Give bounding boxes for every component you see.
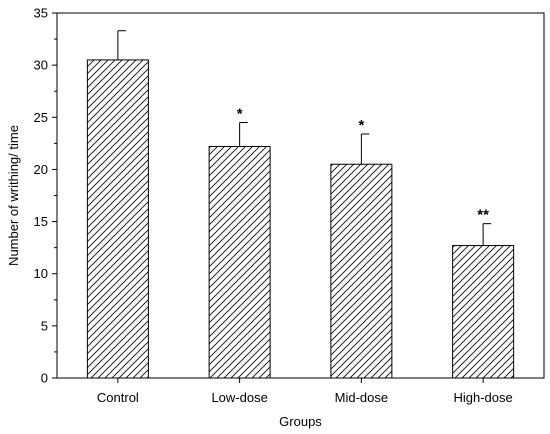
error-bars-layer: [117, 30, 492, 246]
x-tick-label: Mid-dose: [335, 390, 388, 405]
significance-markers: ****: [237, 106, 489, 224]
significance-high-dose: **: [477, 207, 489, 224]
x-axis-ticks: Control Low-dose Mid-dose High-dose: [97, 378, 513, 405]
x-tick-label: High-dose: [453, 390, 512, 405]
y-axis-title: Number of writhing/ time: [6, 125, 21, 266]
x-tick-label: Low-dose: [211, 390, 267, 405]
y-tick-label: 20: [34, 162, 48, 177]
significance-mid-dose: *: [358, 117, 364, 134]
y-tick-label: 0: [41, 371, 48, 386]
x-axis-title: Groups: [279, 414, 322, 429]
bar-mid-dose: [330, 163, 393, 379]
y-tick-label: 5: [41, 318, 48, 333]
y-axis-ticks: 0 5 10 15 20 25 30 35: [34, 6, 57, 386]
y-tick-label: 25: [34, 110, 48, 125]
y-tick-label: 10: [34, 266, 48, 281]
significance-low-dose: *: [237, 106, 243, 123]
bar-low-dose: [208, 145, 271, 379]
y-tick-label: 30: [34, 58, 48, 73]
bar-control: [86, 59, 149, 379]
x-tick-label: Control: [97, 390, 139, 405]
bar-high-dose: [452, 245, 515, 379]
y-tick-label: 15: [34, 214, 48, 229]
y-tick-label: 35: [34, 6, 48, 21]
bars-layer: [86, 59, 515, 379]
